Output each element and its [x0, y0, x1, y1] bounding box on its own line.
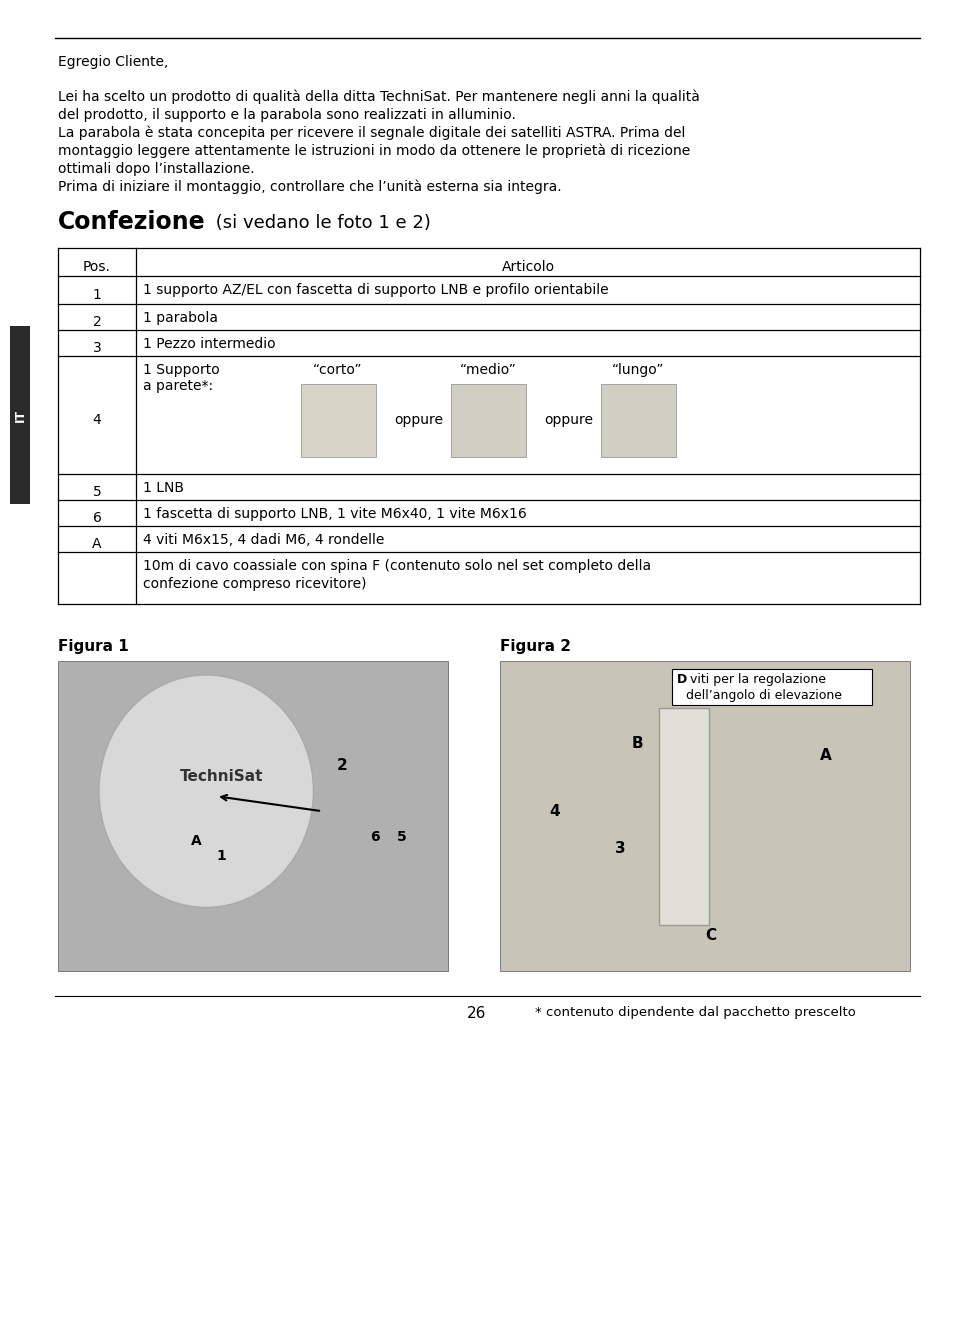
Text: 1 LNB: 1 LNB [143, 480, 184, 495]
Text: montaggio leggere attentamente le istruzioni in modo da ottenere le proprietà di: montaggio leggere attentamente le istruz… [58, 145, 690, 158]
Text: Egregio Cliente,: Egregio Cliente, [58, 55, 168, 70]
Bar [600, 384, 676, 458]
Text: 26: 26 [467, 1006, 486, 1021]
Text: Figura 1: Figura 1 [58, 640, 129, 654]
Text: Lei ha scelto un prodotto di qualità della ditta TechniSat. Per mantenere negli : Lei ha scelto un prodotto di qualità del… [58, 90, 700, 104]
Text: 3: 3 [614, 842, 625, 856]
Text: “medio”: “medio” [459, 363, 516, 377]
Text: 5: 5 [396, 830, 407, 844]
Text: 1 Pezzo intermedio: 1 Pezzo intermedio [143, 337, 275, 351]
Bar [499, 661, 909, 971]
Bar [451, 384, 525, 458]
Bar [672, 669, 871, 705]
Text: Prima di iniziare il montaggio, controllare che l’unità esterna sia integra.: Prima di iniziare il montaggio, controll… [58, 181, 561, 194]
Bar [58, 661, 448, 971]
Text: 1 supporto AZ/EL con fascetta di supporto LNB e profilo orientabile: 1 supporto AZ/EL con fascetta di support… [143, 284, 608, 297]
Text: viti per la regolazione
dell’angolo di elevazione: viti per la regolazione dell’angolo di e… [685, 673, 841, 702]
Text: “corto”: “corto” [313, 363, 362, 377]
Text: 6: 6 [370, 830, 379, 844]
Bar [659, 708, 709, 925]
Text: 4: 4 [549, 804, 559, 819]
Text: “lungo”: “lungo” [611, 363, 663, 377]
Text: Pos.: Pos. [83, 260, 111, 274]
Text: 4 viti M6x15, 4 dadi M6, 4 rondelle: 4 viti M6x15, 4 dadi M6, 4 rondelle [143, 533, 384, 547]
Text: 1 parabola: 1 parabola [143, 310, 218, 325]
Text: 2: 2 [92, 314, 101, 329]
Text: * contenuto dipendente dal pacchetto prescelto: * contenuto dipendente dal pacchetto pre… [535, 1006, 855, 1020]
Text: D: D [677, 673, 687, 686]
Text: 3: 3 [92, 341, 101, 355]
Text: oppure: oppure [543, 413, 593, 427]
Text: oppure: oppure [394, 413, 442, 427]
Text: A: A [92, 537, 102, 551]
Text: 10m di cavo coassiale con spina F (contenuto solo nel set completo della
confezi: 10m di cavo coassiale con spina F (conte… [143, 559, 651, 591]
Text: Articolo: Articolo [501, 260, 554, 274]
Text: del prodotto, il supporto e la parabola sono realizzati in alluminio.: del prodotto, il supporto e la parabola … [58, 108, 516, 122]
Text: A: A [819, 748, 831, 763]
Text: Confezione: Confezione [58, 210, 206, 234]
Text: C: C [704, 929, 716, 943]
Text: (si vedano le foto 1 e 2): (si vedano le foto 1 e 2) [210, 214, 431, 231]
Text: IT: IT [13, 408, 27, 421]
Text: 1: 1 [216, 850, 226, 863]
Ellipse shape [99, 674, 314, 907]
Bar [10, 326, 30, 504]
Text: 1 Supporto
a parete*:: 1 Supporto a parete*: [143, 363, 219, 393]
Text: Figura 2: Figura 2 [499, 640, 571, 654]
Text: 1 fascetta di supporto LNB, 1 vite M6x40, 1 vite M6x16: 1 fascetta di supporto LNB, 1 vite M6x40… [143, 507, 526, 520]
Text: TechniSat: TechniSat [179, 769, 263, 784]
Text: A: A [191, 834, 201, 848]
Text: 4: 4 [92, 413, 101, 427]
Text: B: B [631, 736, 642, 751]
Text: ottimali dopo l’installazione.: ottimali dopo l’installazione. [58, 162, 254, 177]
Text: 1: 1 [92, 288, 101, 302]
Text: La parabola è stata concepita per ricevere il segnale digitale dei satelliti AST: La parabola è stata concepita per riceve… [58, 126, 684, 140]
Text: 5: 5 [92, 484, 101, 499]
Bar [301, 384, 375, 458]
Text: 2: 2 [336, 757, 348, 772]
Text: 6: 6 [92, 511, 101, 524]
